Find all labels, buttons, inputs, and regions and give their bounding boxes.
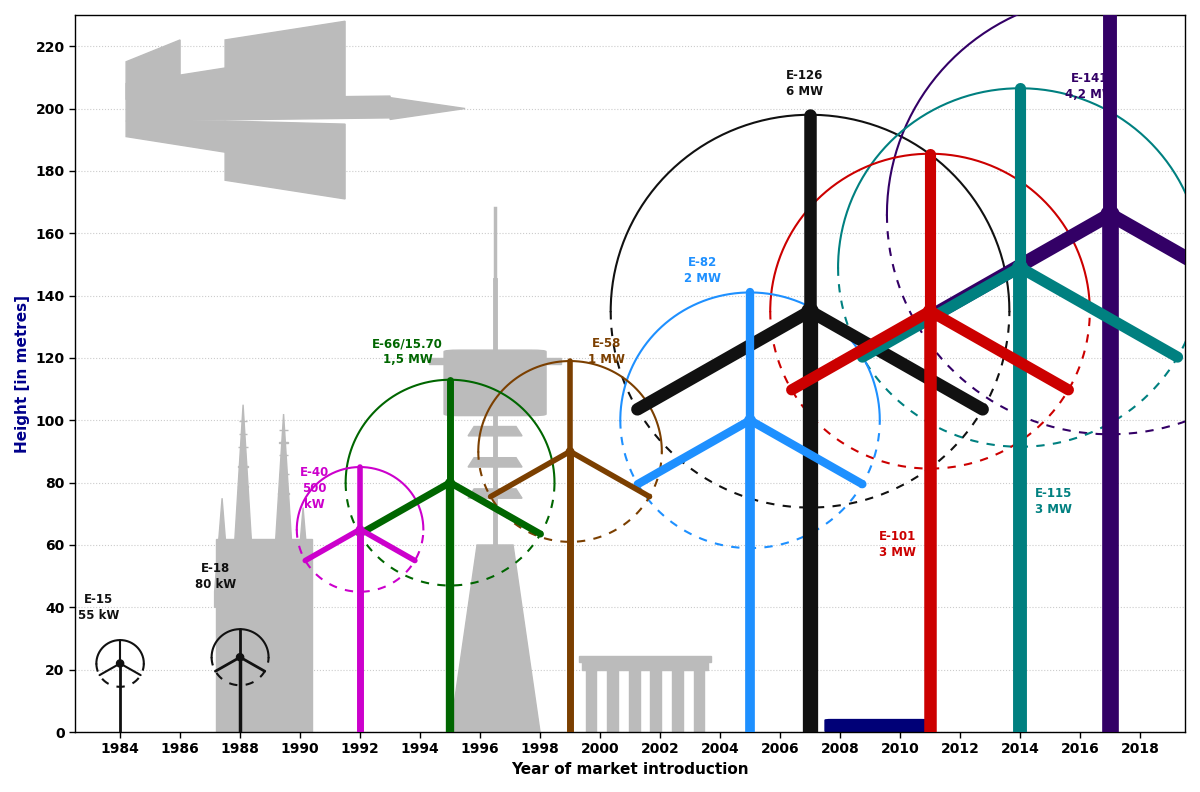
Polygon shape	[468, 489, 522, 498]
Bar	[672, 670, 683, 732]
Bar	[580, 656, 712, 662]
Polygon shape	[275, 414, 293, 732]
Bar	[582, 662, 708, 670]
Text: E-141
4,2 MW: E-141 4,2 MW	[1066, 72, 1115, 101]
Polygon shape	[390, 97, 466, 120]
Bar	[629, 670, 640, 732]
Text: E-15
55 kW: E-15 55 kW	[78, 593, 120, 622]
Bar	[216, 539, 312, 732]
FancyBboxPatch shape	[826, 720, 928, 732]
Polygon shape	[566, 447, 574, 455]
Polygon shape	[802, 303, 818, 319]
Polygon shape	[446, 478, 455, 487]
Text: E-115
3 MW: E-115 3 MW	[1036, 487, 1073, 516]
Bar	[430, 358, 562, 364]
Y-axis label: Height [in metres]: Height [in metres]	[14, 295, 30, 452]
Text: E-58
1 MW: E-58 1 MW	[588, 337, 625, 366]
Text: E-18
80 kW: E-18 80 kW	[196, 562, 236, 591]
Polygon shape	[126, 96, 390, 121]
X-axis label: Year of market introduction: Year of market introduction	[511, 762, 749, 777]
Polygon shape	[234, 405, 252, 732]
Polygon shape	[236, 653, 244, 661]
Polygon shape	[468, 458, 522, 467]
Polygon shape	[745, 415, 755, 425]
Polygon shape	[295, 508, 311, 607]
Polygon shape	[286, 52, 324, 62]
Polygon shape	[116, 660, 124, 667]
Text: E-82
2 MW: E-82 2 MW	[684, 256, 721, 285]
Polygon shape	[450, 545, 540, 732]
Polygon shape	[126, 68, 226, 99]
Text: E-40
500
kW: E-40 500 kW	[300, 466, 329, 512]
Polygon shape	[126, 40, 180, 99]
Polygon shape	[226, 21, 346, 99]
Bar	[607, 670, 618, 732]
Polygon shape	[468, 427, 522, 436]
Bar	[694, 670, 704, 732]
Text: E-66/15.70
1,5 MW: E-66/15.70 1,5 MW	[372, 337, 443, 366]
Bar	[650, 670, 661, 732]
Text: E-126
6 MW: E-126 6 MW	[786, 69, 823, 98]
Polygon shape	[1102, 206, 1118, 223]
Text: E-101
3 MW: E-101 3 MW	[880, 531, 917, 559]
Polygon shape	[286, 158, 324, 168]
Polygon shape	[215, 498, 229, 607]
Bar	[586, 670, 596, 732]
FancyBboxPatch shape	[444, 350, 546, 416]
Polygon shape	[356, 526, 364, 533]
Polygon shape	[1013, 261, 1027, 275]
Polygon shape	[126, 121, 226, 152]
Polygon shape	[924, 305, 936, 318]
Polygon shape	[226, 121, 346, 199]
